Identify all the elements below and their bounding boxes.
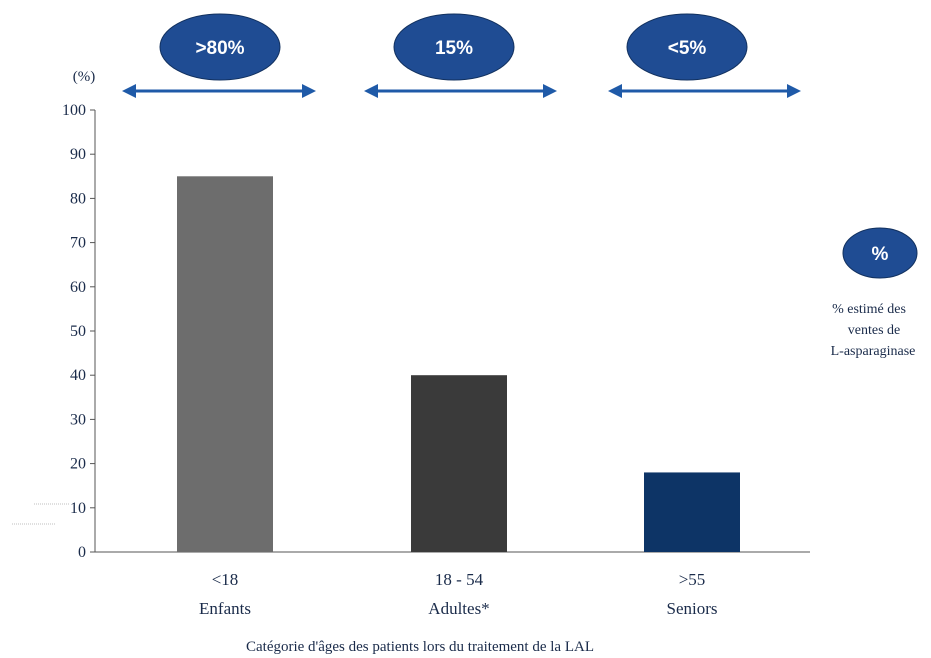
y-axis-label: (%) bbox=[73, 69, 96, 85]
category-range-label: >55 bbox=[679, 570, 706, 589]
sales-share-label: 15% bbox=[435, 38, 473, 59]
y-tick-label: 40 bbox=[70, 367, 86, 384]
y-tick-label: 80 bbox=[70, 190, 86, 207]
category-range-label: <18 bbox=[212, 570, 239, 589]
range-arrow bbox=[364, 84, 557, 98]
legend-ellipse bbox=[842, 227, 918, 279]
range-arrow-head-left bbox=[364, 84, 378, 98]
y-tick-label: 70 bbox=[70, 235, 86, 252]
range-arrow-head-right bbox=[302, 84, 316, 98]
category-group-label: Seniors bbox=[667, 599, 718, 618]
sales-share-label: >80% bbox=[195, 38, 244, 59]
legend: % % estimé des ventes de L-asparaginase bbox=[831, 227, 918, 359]
x-axis-title: Catégorie d'âges des patients lors du tr… bbox=[246, 639, 594, 655]
y-tick-label: 90 bbox=[70, 146, 86, 163]
legend-symbol: % bbox=[872, 244, 889, 265]
range-arrow-head-left bbox=[122, 84, 136, 98]
bar-1 bbox=[177, 176, 273, 553]
bar-2 bbox=[411, 375, 507, 552]
legend-line-1: % estimé des bbox=[832, 302, 906, 317]
y-tick-label: 0 bbox=[78, 544, 86, 561]
y-tick-label: 10 bbox=[70, 500, 86, 517]
range-arrow-head-right bbox=[787, 84, 801, 98]
sales-share-label: <5% bbox=[668, 38, 707, 59]
range-arrow-head-left bbox=[608, 84, 622, 98]
sales-share-ellipse bbox=[626, 13, 748, 81]
bar-3 bbox=[644, 472, 740, 552]
sales-share-ellipse bbox=[393, 13, 515, 81]
category-group-label: Enfants bbox=[199, 599, 251, 618]
legend-line-3: L-asparaginase bbox=[831, 344, 916, 359]
sales-share-ellipse bbox=[159, 13, 281, 81]
y-tick-label: 100 bbox=[62, 102, 86, 119]
y-tick-label: 60 bbox=[70, 279, 86, 296]
y-tick-label: 50 bbox=[70, 323, 86, 340]
y-tick-label: 30 bbox=[70, 411, 86, 428]
range-arrow-head-right bbox=[543, 84, 557, 98]
y-tick-label: 20 bbox=[70, 456, 86, 473]
range-arrow bbox=[608, 84, 801, 98]
legend-line-2: ventes de bbox=[848, 323, 900, 338]
category-range-label: 18 - 54 bbox=[435, 570, 484, 589]
category-group-label: Adultes* bbox=[428, 599, 489, 618]
range-arrow bbox=[122, 84, 316, 98]
